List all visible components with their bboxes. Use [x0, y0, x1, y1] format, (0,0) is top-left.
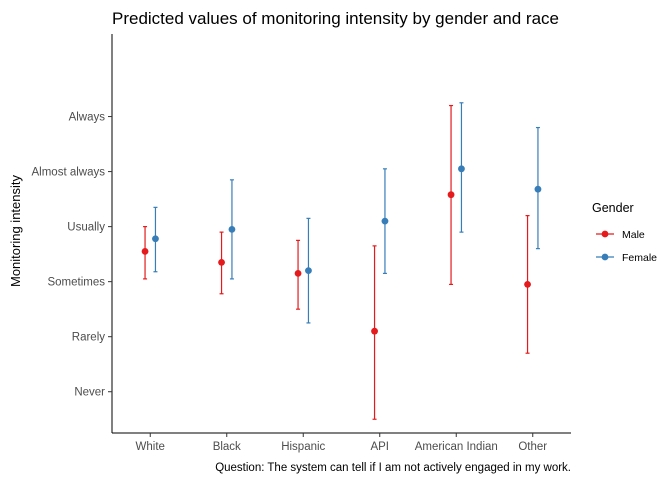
- x-tick-label: White: [136, 441, 165, 453]
- x-tick-label: Other: [518, 441, 547, 453]
- data-point: [294, 270, 302, 277]
- y-tick-label: Usually: [67, 222, 105, 234]
- y-axis: Never Rarely Sometimes Usually Almost always…: [32, 34, 113, 433]
- chart-title: Predicted values of monitoring intensity…: [112, 9, 559, 28]
- x-tick-label: American Indian: [415, 441, 498, 453]
- data-point: [524, 281, 531, 288]
- data-point: [371, 327, 378, 335]
- data-point: [305, 267, 312, 275]
- y-axis-title: Monitoring intensity: [8, 175, 23, 287]
- data-point: [152, 235, 159, 243]
- y-tick-label: Almost always: [32, 167, 106, 179]
- data-point: [141, 247, 149, 255]
- y-tick-label: Rarely: [72, 332, 105, 344]
- legend-key-point: [601, 230, 609, 238]
- data-point: [381, 217, 389, 225]
- legend-title: Gender: [592, 201, 634, 215]
- x-tick-label: API: [370, 441, 389, 453]
- data-point: [218, 258, 225, 266]
- legend: Gender Male Female: [592, 201, 657, 264]
- y-tick-label: Always: [69, 112, 106, 124]
- legend-key-point: [601, 253, 609, 261]
- data-point: [447, 191, 455, 199]
- caption: Question: The system can tell if I am no…: [215, 462, 571, 474]
- x-tick-label: Hispanic: [281, 441, 325, 453]
- data-point: [228, 225, 236, 233]
- y-tick-label: Sometimes: [47, 277, 105, 289]
- data-point: [534, 185, 542, 193]
- x-tick-label: Black: [213, 441, 241, 453]
- y-tick-label: Never: [74, 387, 105, 399]
- legend-label: Male: [622, 229, 645, 241]
- data-point: [458, 165, 465, 173]
- legend-label: Female: [622, 252, 657, 264]
- x-axis: White Black Hispanic API American Indian Othe…: [112, 432, 571, 453]
- plot-area: [141, 102, 542, 420]
